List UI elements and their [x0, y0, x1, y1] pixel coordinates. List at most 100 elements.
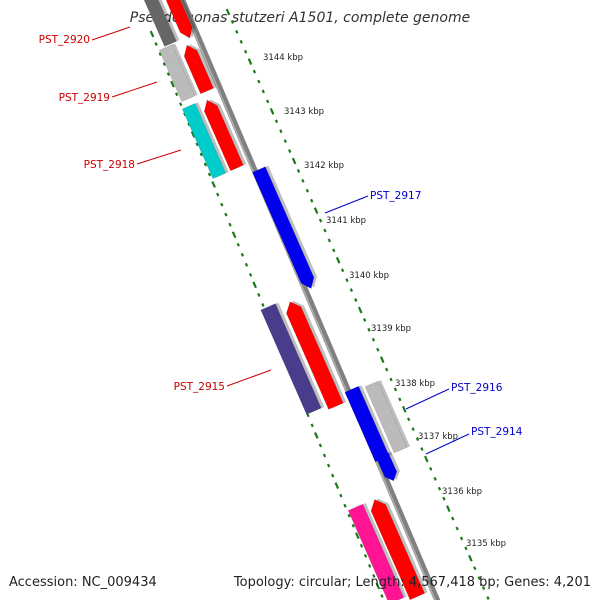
ruler-tick [354, 298, 358, 302]
ruler-tick [239, 39, 243, 44]
feature-light-gray[interactable] [364, 380, 408, 454]
leader-line [226, 369, 272, 387]
ruler-tick [464, 546, 468, 551]
feature-red[interactable] [203, 99, 244, 172]
ruler-tick [231, 231, 237, 239]
ruler-tick [257, 293, 261, 297]
tick-label: 3141 kbp [326, 216, 366, 226]
ruler-tick [247, 58, 253, 66]
ruler-tick [367, 327, 371, 332]
ruler-tick [345, 278, 349, 283]
gene-labels: PST_2920 PST_2919 PST_2918 PST_2917 PST_… [39, 34, 523, 438]
ruler-tick [468, 554, 473, 562]
tick-label: 3136 kbp [442, 487, 482, 497]
gene-label-pst-2915[interactable]: PST_2915 [174, 381, 225, 393]
feature-dark-gray[interactable] [143, 0, 177, 47]
feature-pink[interactable] [347, 503, 405, 600]
ruler-tick [235, 29, 239, 34]
ruler-tick [207, 172, 212, 177]
ruler-tick [243, 49, 248, 54]
ruler-tick [248, 272, 253, 277]
ruler-tick [473, 566, 477, 571]
feature-red[interactable] [165, 0, 193, 39]
ruler-tick [384, 367, 389, 372]
gene-label-pst-2916[interactable]: PST_2916 [451, 382, 503, 394]
ruler-tick [228, 222, 232, 227]
ruler-tick [305, 188, 309, 193]
ruler-tick [331, 473, 335, 478]
ruler-tick [306, 413, 310, 418]
ruler-tick [371, 337, 376, 342]
ruler-tick [455, 526, 459, 531]
ruler-tick [477, 576, 481, 581]
ruler-tick [244, 262, 249, 267]
ruler-tick [347, 513, 351, 518]
tick-label: 3137 kbp [418, 432, 458, 442]
ruler-tick [220, 202, 224, 207]
ruler-tick [363, 553, 368, 558]
ruler-tick [357, 306, 363, 314]
ruler-tick [349, 288, 354, 293]
ruler-tick [313, 432, 319, 439]
ruler-tick [252, 69, 257, 74]
scale-rulers [149, 8, 490, 600]
ruler-tick [375, 582, 381, 590]
gene-label-pst-2914[interactable]: PST_2914 [471, 426, 523, 438]
ruler-tick [274, 119, 279, 124]
ruler-tick [372, 574, 376, 578]
feature-blue[interactable] [252, 166, 315, 289]
gene-label-pst-2919[interactable]: PST_2919 [59, 92, 110, 104]
ruler-tick [203, 162, 208, 167]
gene-label-pst-2918[interactable]: PST_2918 [84, 159, 135, 171]
ruler-tick [368, 563, 372, 568]
genome-backbone [178, 0, 441, 600]
leader-line [111, 81, 158, 98]
ruler-tick [261, 89, 265, 94]
feature-track [143, 0, 428, 600]
feature-cyan[interactable] [181, 103, 227, 179]
ruler-tick [216, 192, 220, 197]
ruler-tick [199, 152, 203, 157]
ruler-tick [446, 505, 451, 512]
ruler-tick [187, 122, 191, 127]
ruler-tick [279, 129, 283, 134]
ruler-tick [266, 99, 270, 104]
ruler-tick [376, 347, 380, 352]
scale-ticks: 3144 kbp 3143 kbp 3142 kbp 3141 kbp 3140… [263, 53, 506, 549]
tick-label: 3144 kbp [263, 53, 303, 63]
feature-red[interactable] [370, 499, 425, 600]
ruler-tick [318, 443, 323, 448]
ruler-tick [224, 212, 228, 217]
ruler-tick [343, 503, 347, 508]
gene-label-pst-2917[interactable]: PST_2917 [370, 190, 421, 202]
backbone-line [178, 0, 441, 600]
gene-label-pst-2920[interactable]: PST_2920 [39, 34, 90, 46]
feature-slate-blue[interactable] [260, 303, 322, 415]
feature-red[interactable] [183, 44, 214, 95]
ruler-tick [261, 303, 265, 307]
ruler-tick [335, 256, 341, 264]
ruler-tick [339, 493, 343, 498]
feature-blue[interactable] [376, 452, 398, 482]
ruler-tick [313, 207, 319, 215]
ruler-tick [332, 248, 336, 253]
ruler-tick [326, 463, 331, 468]
ruler-tick [283, 139, 287, 144]
tick-label: 3142 kbp [304, 161, 344, 171]
ruler-tick [411, 427, 415, 432]
ruler-tick [433, 476, 437, 481]
feature-red[interactable] [286, 301, 344, 410]
tick-label: 3135 kbp [466, 539, 506, 549]
tick-label: 3139 kbp [371, 324, 411, 334]
ruler-tick [301, 178, 305, 183]
tick-label: 3140 kbp [349, 271, 389, 281]
feature-light-gray[interactable] [158, 44, 196, 102]
genome-title: Pseudomonas stutzeri A1501, complete gen… [130, 10, 470, 26]
ruler-tick [424, 455, 429, 463]
accession-text: Accession: NC_009434 [9, 575, 157, 590]
ruler-tick [190, 130, 196, 138]
ruler-tick [257, 79, 261, 84]
tick-label: 3138 kbp [395, 379, 435, 389]
leader-line [405, 388, 450, 410]
